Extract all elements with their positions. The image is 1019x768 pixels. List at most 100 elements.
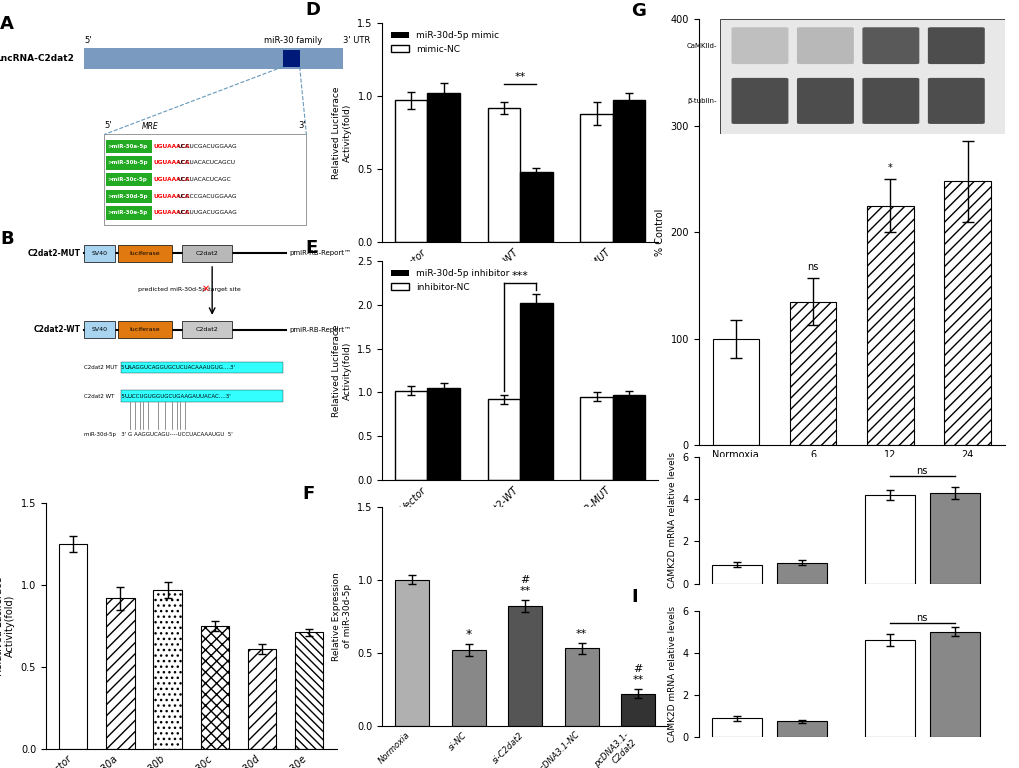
Text: UGUAAACA: UGUAAACA (153, 144, 190, 149)
Text: C2dat2-WT: C2dat2-WT (34, 325, 81, 334)
Text: pcDNA3.1-C2dat2: pcDNA3.1-C2dat2 (1016, 631, 1019, 717)
FancyBboxPatch shape (106, 190, 152, 203)
Text: 3': 3' (299, 121, 306, 130)
Y-axis label: % Control: % Control (654, 209, 664, 256)
Text: OGD/R-24h: OGD/R-24h (894, 721, 949, 731)
Text: I: I (631, 588, 637, 606)
Bar (427, 388, 460, 480)
Text: >miR-30a-5p: >miR-30a-5p (107, 144, 148, 149)
Text: luciferase: luciferase (129, 251, 160, 256)
FancyBboxPatch shape (106, 207, 152, 220)
FancyBboxPatch shape (106, 173, 152, 187)
FancyBboxPatch shape (118, 245, 171, 262)
FancyBboxPatch shape (106, 140, 152, 153)
Bar (427, 93, 460, 242)
Text: *: * (964, 124, 969, 134)
Text: >miR-30d-5p: >miR-30d-5p (107, 194, 148, 199)
FancyBboxPatch shape (121, 362, 282, 373)
Text: >miR-30e-5p: >miR-30e-5p (107, 210, 148, 216)
Text: #: # (633, 664, 642, 674)
Legend: miR-30d-5p mimic, mimic-NC: miR-30d-5p mimic, mimic-NC (386, 28, 502, 58)
Y-axis label: Relatived Luciferace
Activity(fold): Relatived Luciferace Activity(fold) (332, 324, 352, 417)
Text: UGUAAACA: UGUAAACA (153, 161, 190, 165)
Text: H: H (631, 434, 646, 452)
Text: #: # (520, 574, 530, 584)
Bar (106, 598, 135, 749)
Bar (294, 633, 323, 749)
Text: ***: *** (512, 270, 528, 280)
Text: UGUAAACA: UGUAAACA (153, 194, 190, 199)
Text: pmiR-RB-Report™: pmiR-RB-Report™ (289, 326, 352, 333)
Bar (520, 303, 552, 480)
Bar (711, 564, 761, 584)
Bar (394, 391, 427, 480)
Bar (711, 718, 761, 737)
Text: miR-30 family: miR-30 family (264, 36, 322, 45)
Bar (395, 580, 429, 726)
Bar (776, 721, 826, 737)
Bar (451, 650, 485, 726)
Bar (565, 648, 598, 726)
Text: UCCUACACUCAGCU: UCCUACACUCAGCU (177, 161, 235, 165)
Text: UCCUACACUCAGC: UCCUACACUCAGC (177, 177, 231, 182)
Text: LncRNA-C2dat2: LncRNA-C2dat2 (0, 54, 74, 63)
Bar (712, 339, 758, 445)
Text: UGUAAACA: UGUAAACA (153, 210, 190, 216)
Y-axis label: CAMK2D mRNA relative levels: CAMK2D mRNA relative levels (667, 606, 677, 742)
FancyBboxPatch shape (106, 157, 152, 170)
Bar (248, 649, 276, 749)
Bar (580, 114, 612, 242)
FancyBboxPatch shape (282, 50, 300, 67)
Bar (394, 101, 427, 242)
Y-axis label: Relatived Luciferace
Activity(fold): Relatived Luciferace Activity(fold) (0, 576, 15, 676)
FancyBboxPatch shape (85, 48, 343, 68)
Bar (864, 641, 914, 737)
FancyBboxPatch shape (121, 390, 282, 402)
Text: +: + (796, 656, 806, 669)
Text: -: - (734, 656, 739, 669)
Bar (59, 544, 88, 749)
Y-axis label: Relative Expression
of miR-30d-5p: Relative Expression of miR-30d-5p (332, 572, 352, 660)
Y-axis label: CAMK2D mRNA relative levels: CAMK2D mRNA relative levels (667, 452, 677, 588)
Text: **: ** (514, 72, 526, 82)
FancyBboxPatch shape (85, 245, 114, 262)
Text: **: ** (576, 629, 587, 639)
Bar (944, 181, 989, 445)
Text: *: * (888, 163, 892, 173)
Text: +: + (949, 656, 959, 669)
Text: OGD/R (H): OGD/R (H) (864, 523, 915, 533)
Bar (929, 493, 979, 584)
Text: E: E (305, 240, 317, 257)
Legend: miR-30d-5p inhibitor, inhibitor-NC: miR-30d-5p inhibitor, inhibitor-NC (386, 266, 513, 296)
Text: predicted miR-30d-5p target site: predicted miR-30d-5p target site (138, 286, 240, 292)
FancyBboxPatch shape (181, 245, 232, 262)
Text: ns: ns (807, 262, 818, 272)
Bar (866, 206, 913, 445)
Bar (487, 108, 520, 242)
Bar (201, 626, 229, 749)
Text: UCCUCGACUGGAAG: UCCUCGACUGGAAG (177, 144, 236, 149)
Text: 5': 5' (85, 36, 92, 45)
FancyBboxPatch shape (85, 321, 114, 338)
FancyBboxPatch shape (118, 321, 171, 338)
Text: -: - (887, 656, 892, 669)
Bar (153, 590, 181, 749)
Text: ns: ns (915, 466, 927, 476)
Bar (612, 101, 645, 242)
Text: **: ** (632, 675, 643, 686)
Text: B: B (0, 230, 13, 247)
Text: MRE: MRE (142, 122, 158, 131)
Text: C2dat2-MUT: C2dat2-MUT (28, 249, 81, 258)
Y-axis label: Relatived Luciferace
Activity(fold): Relatived Luciferace Activity(fold) (332, 86, 352, 179)
Text: >miR-30c-5p: >miR-30c-5p (107, 177, 147, 182)
Bar (929, 631, 979, 737)
Text: 5': 5' (104, 121, 112, 130)
Text: F: F (303, 485, 315, 503)
Bar (487, 399, 520, 480)
Text: pmiR-RB-Report™: pmiR-RB-Report™ (289, 250, 352, 257)
Text: C2dat2: C2dat2 (196, 327, 218, 332)
Text: miR-30d-5p   3' G AAGGUCAGU----UCCUACAAAUGU  5': miR-30d-5p 3' G AAGGUCAGU----UCCUACAAAUG… (85, 432, 232, 437)
Text: >miR-30b-5p: >miR-30b-5p (107, 161, 148, 165)
Text: SV40: SV40 (92, 251, 107, 256)
Text: ns: ns (915, 613, 927, 623)
